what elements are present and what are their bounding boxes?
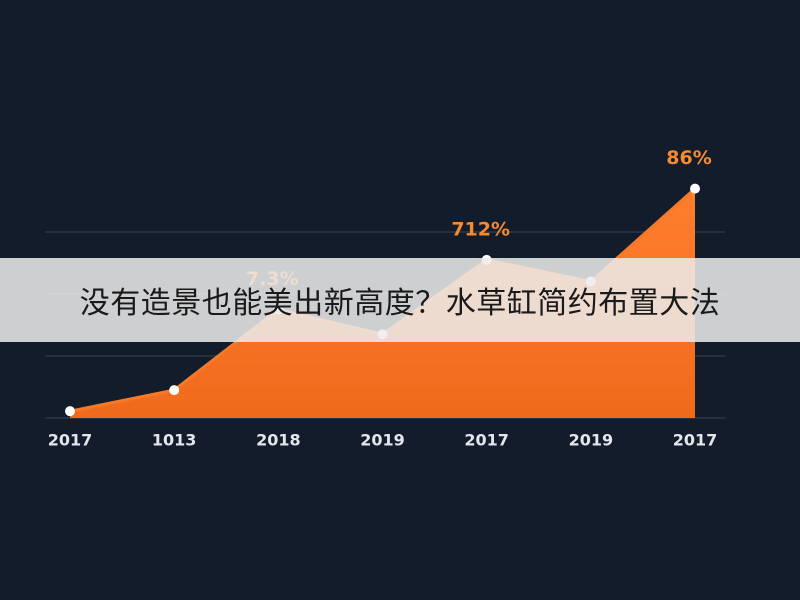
annotation: 712% (451, 218, 510, 240)
x-tick-label: 2017 (464, 431, 509, 450)
x-tick-label: 2019 (569, 431, 614, 450)
annotation: 86% (666, 147, 711, 169)
x-tick-label: 2018 (256, 431, 301, 450)
area (70, 188, 695, 418)
point (65, 406, 75, 417)
x-tick-label: 2017 (48, 431, 93, 450)
point (169, 385, 180, 396)
point (690, 183, 700, 194)
title-banner: 没有造景也能美出新高度？水草缸简约布置大法 (0, 258, 800, 342)
x-tick-label: 2017 (673, 431, 718, 450)
x-tick-label: 2019 (360, 431, 405, 450)
x-tick-label: 1013 (152, 431, 197, 450)
